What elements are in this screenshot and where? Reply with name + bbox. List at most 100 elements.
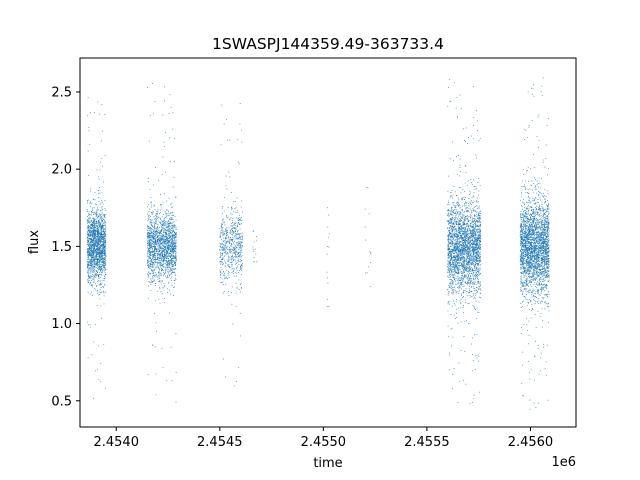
data-point (169, 219, 171, 221)
data-point (154, 267, 156, 269)
data-point (479, 391, 480, 393)
data-point (235, 305, 237, 307)
data-point (101, 229, 103, 231)
data-point (230, 230, 231, 232)
data-point (98, 280, 100, 282)
data-point (237, 223, 239, 225)
data-point (220, 144, 222, 146)
data-point (326, 271, 328, 273)
data-point (99, 266, 101, 268)
data-point (479, 248, 481, 250)
data-point (147, 239, 149, 241)
data-point (159, 279, 161, 281)
data-point (471, 263, 472, 264)
data-point (477, 240, 479, 242)
data-point (173, 294, 174, 296)
data-point (91, 258, 93, 260)
data-point (166, 253, 168, 254)
data-point (101, 235, 102, 237)
data-point (172, 272, 173, 273)
data-point (162, 256, 164, 258)
data-point (98, 252, 100, 253)
data-point (474, 214, 475, 216)
data-point (97, 244, 99, 246)
data-point (219, 228, 221, 229)
data-point (230, 236, 231, 238)
data-point (154, 243, 156, 244)
data-point (94, 242, 96, 244)
data-point (97, 263, 99, 265)
data-point (90, 238, 92, 240)
data-point (221, 268, 223, 270)
data-point (232, 256, 234, 258)
data-point (231, 256, 233, 258)
data-point (89, 293, 91, 295)
data-point (157, 226, 158, 228)
data-point (160, 223, 161, 224)
data-point (239, 243, 241, 245)
data-point (173, 224, 175, 226)
data-point (171, 249, 173, 251)
data-point (99, 291, 101, 293)
data-point (105, 388, 107, 389)
data-point (448, 252, 450, 254)
data-point (158, 272, 160, 274)
data-point (94, 243, 96, 245)
data-point (100, 235, 102, 237)
data-point (475, 218, 477, 220)
data-point (464, 276, 465, 278)
data-point (164, 236, 166, 238)
data-point (101, 248, 103, 250)
data-point (171, 236, 173, 238)
data-point (449, 272, 451, 274)
data-point (155, 241, 157, 242)
data-point (168, 233, 170, 235)
data-point (471, 343, 473, 345)
data-point (227, 253, 229, 255)
data-point (156, 330, 157, 332)
data-point (472, 245, 474, 247)
data-point (105, 277, 107, 279)
data-point (155, 243, 157, 245)
data-point (463, 272, 464, 274)
data-point (165, 269, 167, 271)
data-point (97, 229, 99, 230)
data-point (87, 199, 89, 201)
data-point (463, 228, 464, 229)
data-point (170, 263, 172, 264)
data-point (103, 246, 105, 248)
data-point (224, 274, 226, 276)
data-point (163, 230, 165, 232)
data-point (100, 244, 102, 246)
data-point (148, 227, 150, 229)
data-point (229, 241, 231, 243)
data-point (171, 246, 173, 248)
data-point (154, 239, 156, 241)
data-point (103, 235, 104, 237)
data-point (238, 245, 240, 247)
data-point (148, 230, 150, 231)
data-point (166, 265, 168, 267)
data-point (158, 180, 159, 182)
data-point (102, 262, 103, 264)
data-point (166, 380, 168, 381)
data-point (462, 240, 464, 241)
data-point (100, 217, 102, 219)
data-point (93, 268, 94, 270)
data-point (225, 229, 226, 231)
data-point (100, 256, 102, 258)
data-point (453, 255, 455, 257)
data-point (457, 402, 459, 403)
data-point (95, 203, 96, 205)
data-point (87, 266, 89, 268)
data-point (475, 309, 476, 310)
data-point (99, 237, 101, 239)
data-point (91, 354, 93, 356)
data-point (156, 236, 158, 238)
data-point (171, 238, 173, 240)
data-point (163, 231, 165, 233)
data-point (447, 241, 449, 243)
data-point (92, 224, 94, 225)
data-point (154, 259, 156, 261)
data-point (169, 259, 171, 261)
